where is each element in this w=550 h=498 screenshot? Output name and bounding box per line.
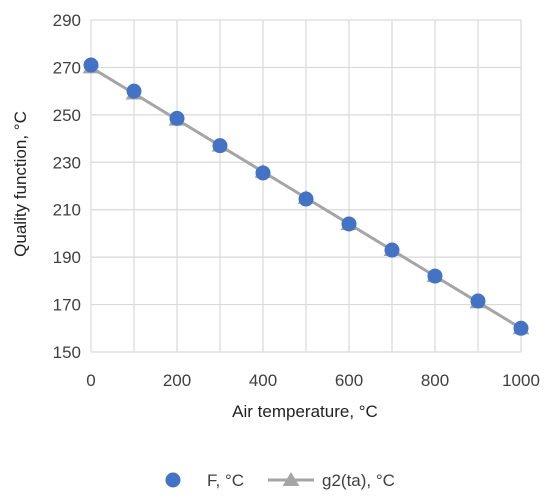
x-tick-label: 200	[163, 371, 191, 390]
y-tick-label: 210	[53, 201, 81, 220]
data-point-circle	[341, 216, 357, 232]
y-axis-title: Quality function, °C	[11, 111, 30, 257]
x-tick-label: 800	[421, 371, 449, 390]
data-point-circle	[384, 242, 400, 258]
y-tick-label: 290	[53, 11, 81, 30]
y-tick-labels: 150 170 190 210 230 250 270 290	[53, 11, 81, 362]
data-point-circle	[212, 138, 228, 154]
data-point-circle	[169, 110, 185, 126]
data-point-circle	[513, 320, 529, 336]
x-tick-label: 600	[335, 371, 363, 390]
y-tick-label: 150	[53, 343, 81, 362]
x-tick-label: 1000	[502, 371, 540, 390]
x-tick-label: 400	[249, 371, 277, 390]
x-tick-label: 0	[86, 371, 95, 390]
legend-marker-triangle	[282, 472, 300, 486]
legend-label: g2(ta), °C	[322, 471, 395, 490]
y-tick-label: 270	[53, 58, 81, 77]
data-point-circle	[126, 83, 142, 99]
data-point-circle	[83, 57, 99, 73]
legend-label: F, °C	[207, 471, 244, 490]
y-tick-label: 230	[53, 153, 81, 172]
y-tick-label: 170	[53, 296, 81, 315]
legend-marker-circle	[165, 472, 181, 488]
legend: F, °C g2(ta), °C	[165, 471, 395, 490]
grid	[90, 19, 522, 353]
y-tick-label: 250	[53, 106, 81, 125]
x-axis-title: Air temperature, °C	[232, 402, 378, 421]
x-tick-labels: 0 200 400 600 800 1000	[86, 371, 540, 390]
data-point-circle	[255, 165, 271, 181]
data-point-circle	[470, 293, 486, 309]
y-tick-label: 190	[53, 248, 81, 267]
data-point-circle	[298, 191, 314, 207]
data-point-circle	[427, 268, 443, 284]
series	[82, 57, 530, 336]
